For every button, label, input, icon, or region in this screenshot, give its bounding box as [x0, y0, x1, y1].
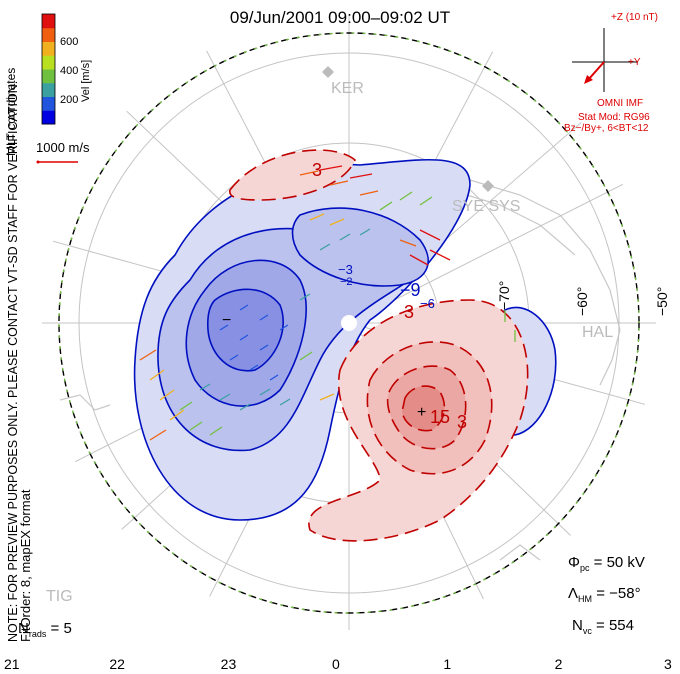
color-bar-segment [42, 96, 55, 111]
color-bar-segment [42, 69, 55, 84]
color-bar-label: Vel [m/s] [80, 59, 92, 102]
mlt-tick-label: 23 [220, 656, 237, 672]
velocity-vectors [139, 165, 516, 441]
imf-model: Stat Mod: RG96 [578, 112, 650, 123]
station-markers [322, 66, 494, 192]
color-bar-segment [42, 27, 55, 42]
color-bar-segment [42, 82, 55, 97]
contour-label: 15 [430, 407, 451, 427]
vector-count: Nvc = 554 [572, 617, 634, 636]
latitude-label-70: −70° [496, 280, 512, 310]
vector-scale-label: 1000 m/s [36, 140, 90, 155]
color-bar-segment [42, 41, 55, 56]
hm-boundary-latitude: ΛHM = −58° [568, 585, 641, 604]
color-bar-tick-200: 200 [60, 94, 79, 106]
color-bar-tick-400: 400 [60, 65, 79, 77]
contour-label: 3 [312, 160, 323, 180]
mlt-tick-label: 0 [332, 656, 340, 672]
velocity-color-bar [41, 13, 56, 125]
station-sye-sys: SYE SYS [452, 198, 521, 215]
radar-count: Nrads = 5 [18, 620, 72, 639]
imf-y-label: +Y [628, 57, 641, 68]
station-hal: HAL [582, 324, 614, 341]
color-bar-segment [42, 55, 55, 70]
contour-label: 3 [457, 412, 468, 432]
pole-marker [341, 315, 357, 331]
color-bar-tick-600: 600 [60, 36, 79, 48]
page-title: 09/Jun/2001 09:00–09:02 UT [229, 8, 451, 27]
mlt-tick-label: 21 [4, 656, 20, 672]
station-ker: KER [331, 80, 364, 97]
mlt-tick-label: 2 [554, 656, 563, 672]
station-tig: TIG [46, 588, 73, 605]
contour-label: −3 [338, 262, 353, 277]
contour-label: 3 [404, 302, 415, 322]
imf-condition: Bz−/By+, 6<BT<12 [564, 123, 649, 134]
potential-maximum-marker: + [417, 404, 426, 421]
potential-minimum-marker: − [222, 312, 231, 329]
color-bar-segment [42, 14, 55, 29]
contour-label: −9 [400, 280, 421, 300]
latitude-label-60: −60° [574, 286, 590, 316]
mlt-tick-label: 1 [443, 656, 452, 672]
imf-source: OMNI IMF [597, 98, 644, 109]
mlt-tick-label: 22 [109, 656, 125, 672]
latitude-label-50: −50° [654, 286, 670, 316]
contour-label: −2 [340, 276, 353, 288]
contour-label: −6 [420, 296, 435, 311]
dawn-convection-cell [229, 149, 529, 542]
imf-clock-dial [572, 28, 638, 92]
color-bar-segment [42, 110, 55, 125]
cross-polar-cap-potential: Φpc = 50 kV [568, 554, 645, 573]
imf-z-label: +Z (10 nT) [611, 12, 658, 23]
mlt-tick-label: 3 [664, 656, 672, 672]
color-bar-frame [41, 13, 56, 125]
